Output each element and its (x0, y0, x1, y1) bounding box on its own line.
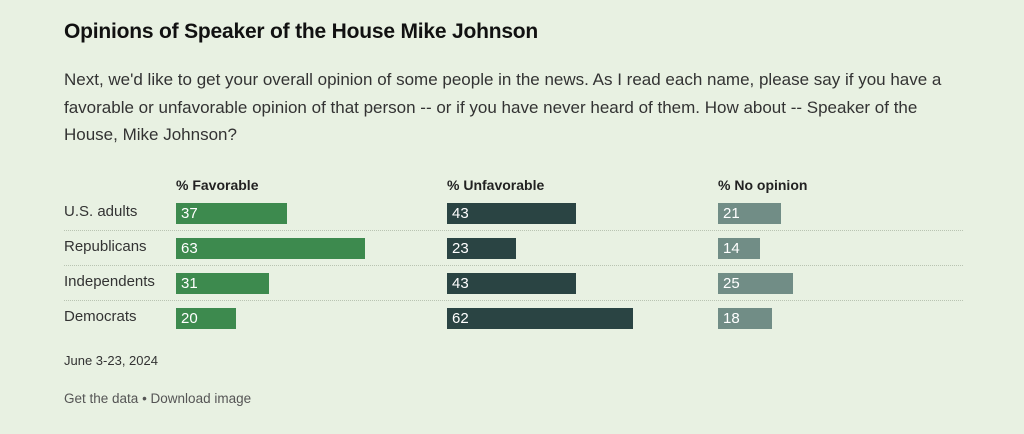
column-header-0: % Favorable (176, 177, 259, 193)
row-label: U.S. adults (64, 203, 138, 220)
survey-date: June 3-23, 2024 (64, 353, 158, 368)
bar-series-0: 37 (176, 203, 287, 224)
row-label: Democrats (64, 308, 137, 325)
bar-series-1: 23 (447, 238, 516, 259)
bar-series-1: 43 (447, 273, 576, 294)
bar-value-label: 43 (452, 275, 469, 292)
chart-row: Democrats 20 62 18 (64, 300, 963, 335)
chart-subtitle: Next, we'd like to get your overall opin… (64, 70, 942, 144)
row-label: Independents (64, 273, 155, 290)
bar-series-0: 31 (176, 273, 269, 294)
bar-series-2: 18 (718, 308, 772, 329)
bar-series-2: 21 (718, 203, 781, 224)
chart-row: Independents 31 43 25 (64, 265, 963, 301)
bar-series-0: 20 (176, 308, 236, 329)
bar-series-1: 62 (447, 308, 633, 329)
chart-row: Republicans 63 23 14 (64, 230, 963, 266)
link-separator: • (138, 391, 151, 406)
chart-title: Opinions of Speaker of the House Mike Jo… (64, 20, 539, 43)
footer-links: Get the data • Download image (64, 391, 251, 406)
bar-value-label: 14 (723, 240, 740, 257)
chart-row: U.S. adults 37 43 21 (64, 195, 963, 231)
bar-value-label: 37 (181, 205, 198, 222)
column-header-1: % Unfavorable (447, 177, 545, 193)
bar-value-label: 23 (452, 240, 469, 257)
bar-series-2: 14 (718, 238, 760, 259)
bar-series-1: 43 (447, 203, 576, 224)
bar-value-label: 63 (181, 240, 198, 257)
bar-series-0: 63 (176, 238, 365, 259)
get-the-data-link[interactable]: Get the data (64, 391, 139, 406)
bar-value-label: 43 (452, 205, 469, 222)
bar-value-label: 62 (452, 310, 469, 327)
download-image-link[interactable]: Download image (150, 391, 252, 406)
bar-value-label: 31 (181, 275, 198, 292)
bar-value-label: 20 (181, 310, 198, 327)
row-label: Republicans (64, 238, 147, 255)
column-header-2: % No opinion (718, 177, 808, 193)
bar-value-label: 18 (723, 310, 740, 327)
bar-series-2: 25 (718, 273, 793, 294)
bar-value-label: 21 (723, 205, 740, 222)
bar-value-label: 25 (723, 275, 740, 292)
